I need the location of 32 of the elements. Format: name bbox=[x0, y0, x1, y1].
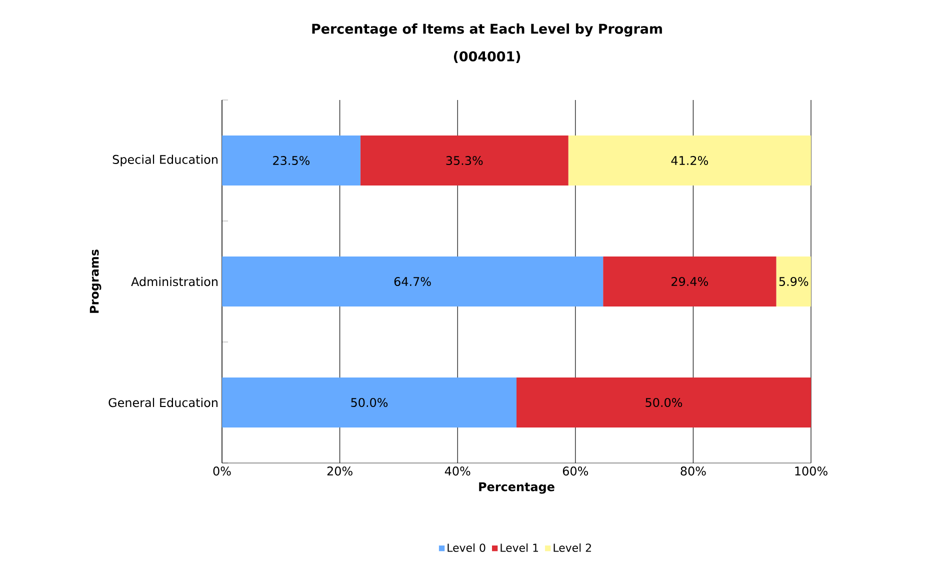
bar bbox=[603, 256, 776, 307]
legend-label: Level 0 bbox=[448, 543, 486, 552]
x-tick-label: 0% bbox=[213, 466, 231, 476]
y-tick-label: Special Education bbox=[112, 154, 218, 166]
data-label: 50.0% bbox=[646, 398, 682, 408]
chart-subtitle: (004001) bbox=[454, 51, 520, 63]
legend-label: Level 1 bbox=[500, 543, 538, 552]
x-tick-label: 20% bbox=[327, 466, 352, 476]
data-label: 64.7% bbox=[394, 276, 431, 286]
bar bbox=[516, 378, 812, 428]
data-label: 41.2% bbox=[671, 156, 708, 166]
bar bbox=[222, 256, 604, 307]
bar bbox=[776, 256, 812, 307]
x-tick-label: 80% bbox=[680, 466, 706, 476]
bar bbox=[222, 378, 517, 428]
data-label: 50.0% bbox=[351, 398, 388, 408]
chart-title: Percentage of Items at Each Level by Program bbox=[312, 23, 662, 37]
data-label: 35.3% bbox=[446, 156, 483, 166]
y-axis-title: Programs bbox=[90, 250, 102, 313]
data-label: 5.9% bbox=[779, 276, 808, 286]
y-tick-label: Administration bbox=[131, 276, 218, 286]
legend-label: Level 2 bbox=[554, 543, 591, 552]
bar bbox=[222, 136, 360, 186]
x-axis-title: Percentage bbox=[479, 482, 554, 494]
data-label: 23.5% bbox=[273, 156, 310, 166]
x-tick-label: 60% bbox=[562, 466, 588, 476]
x-tick-label: 40% bbox=[444, 466, 470, 476]
y-tick-label: General Education bbox=[108, 398, 218, 408]
data-label: 29.4% bbox=[672, 276, 708, 286]
bar bbox=[568, 136, 812, 186]
x-tick-label: 100% bbox=[795, 466, 828, 476]
bar bbox=[360, 136, 568, 186]
